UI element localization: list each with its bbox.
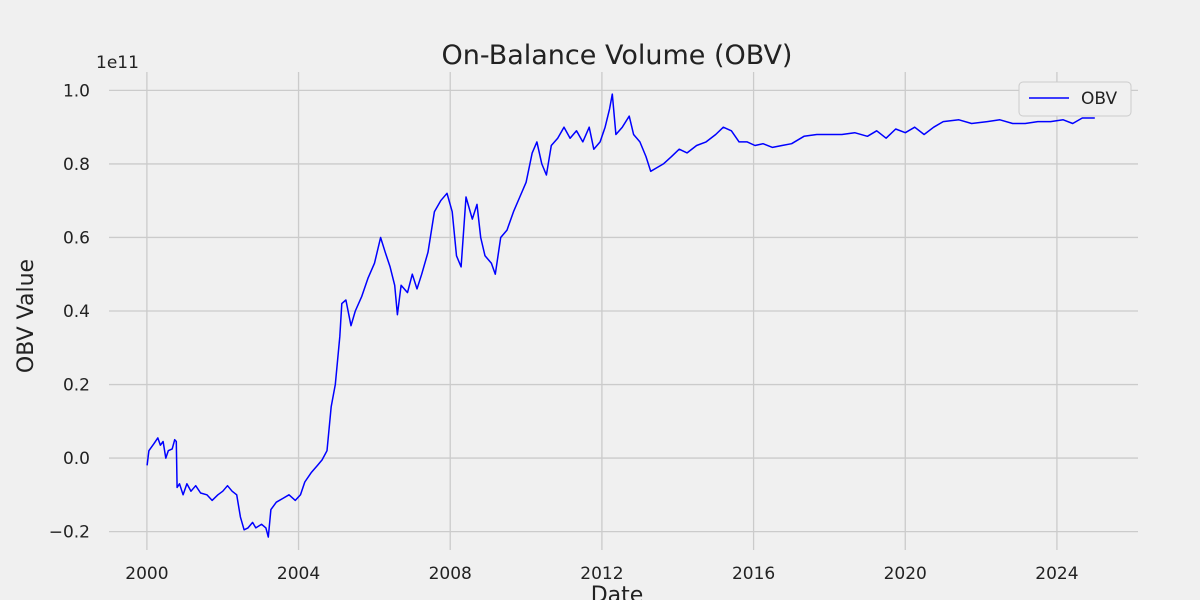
x-tick-label-2004: 2004	[277, 564, 320, 584]
x-tick-label-2000: 2000	[125, 564, 168, 584]
y-axis-label: OBV Value	[14, 259, 39, 373]
y-tick-label-0: −0.2	[49, 523, 90, 543]
legend-label-obv: OBV	[1081, 89, 1118, 109]
y-tick-label-6: 1.0	[63, 81, 90, 101]
y-tick-label-2: 0.2	[63, 376, 90, 396]
series-line-obv	[146, 93, 1095, 538]
x-tick-label-2008: 2008	[429, 564, 472, 584]
legend-box	[1018, 81, 1132, 117]
chart-title: On-Balance Volume (OBV)	[442, 40, 793, 71]
y-tick-label-4: 0.6	[63, 228, 90, 248]
x-axis-label: Date	[591, 583, 644, 600]
series-layer	[146, 93, 1095, 538]
x-tick-label-2016: 2016	[732, 564, 775, 584]
y-tick-label-3: 0.4	[63, 302, 90, 322]
y-axis-scale-label: 1e11	[96, 53, 139, 73]
y-tick-label-5: 0.8	[63, 155, 90, 175]
x-tick-labels: 2000 2004 2008 2012 2016 2020 2024	[125, 564, 1078, 584]
horizontal-gridlines	[109, 89, 1138, 533]
y-tick-label-1: 0.0	[63, 449, 90, 469]
x-tick-label-2020: 2020	[884, 564, 927, 584]
x-tick-label-2012: 2012	[580, 564, 623, 584]
legend: OBV	[1018, 81, 1132, 117]
y-tick-labels: −0.2 0.0 0.2 0.4 0.6 0.8 1.0	[49, 81, 90, 542]
x-tick-label-2024: 2024	[1035, 564, 1078, 584]
